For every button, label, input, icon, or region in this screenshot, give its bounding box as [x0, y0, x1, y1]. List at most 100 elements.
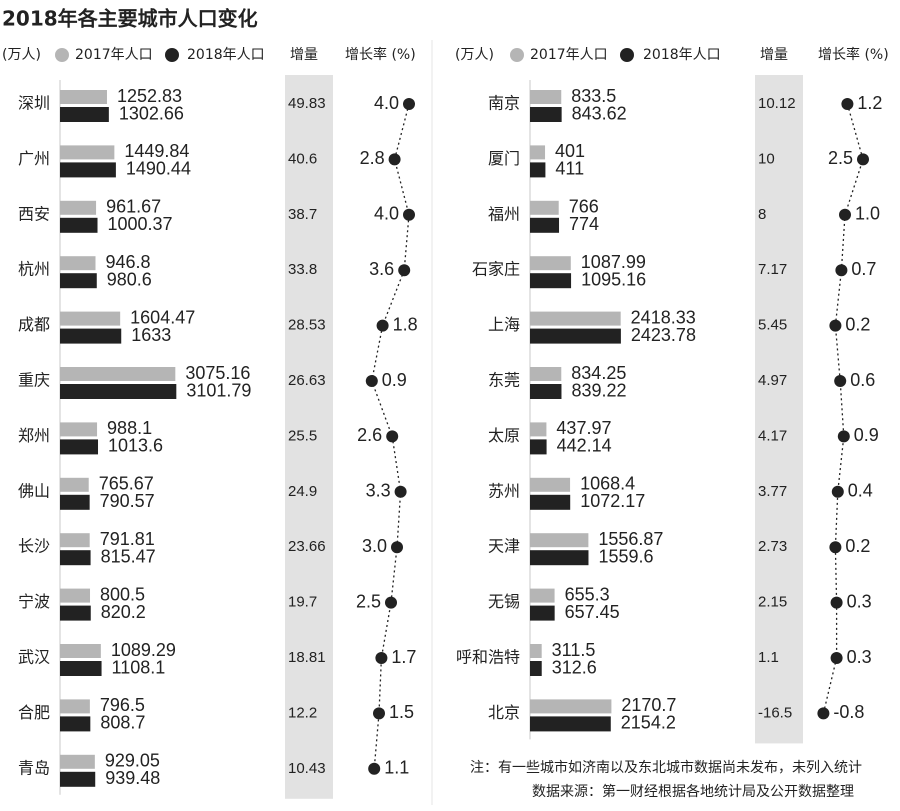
bar-value-label: 442.14: [557, 436, 612, 456]
growth-line: [822, 103, 864, 714]
bar-value-label: 3075.16: [185, 363, 250, 383]
growth-value-label: 0.3: [847, 647, 872, 667]
increase-value: 1.1: [758, 649, 779, 666]
category-label: 呼和浩特: [456, 648, 520, 667]
bar-value-label: 833.5: [571, 86, 616, 106]
growth-dot: [376, 319, 389, 332]
increase-value: 19.7: [288, 594, 317, 611]
bar-value-label: 1633: [131, 325, 171, 345]
growth-value-label: 0.9: [382, 370, 407, 390]
bar: [60, 439, 99, 455]
category-label: 福州: [488, 204, 520, 223]
bar-value-label: 1449.84: [124, 141, 189, 161]
bar-value-label: 939.48: [105, 768, 160, 788]
growth-dot: [386, 430, 399, 443]
bar: [60, 273, 97, 289]
bar: [530, 256, 571, 271]
bar: [60, 533, 90, 548]
increase-value: 33.8: [288, 261, 317, 278]
bar-value-label: 820.2: [101, 602, 146, 622]
bar-value-label: 774: [569, 214, 599, 234]
growth-value-label: 1.5: [389, 702, 414, 722]
bar: [530, 661, 542, 676]
growth-dot: [388, 153, 401, 166]
bar-value-label: 808.7: [100, 713, 145, 733]
category-label: 太原: [488, 426, 520, 445]
column-header: 增长率 (%): [345, 46, 416, 63]
increase-value: 4.17: [758, 427, 787, 444]
bar: [60, 145, 115, 160]
bar: [60, 754, 95, 769]
growth-value-label: 4.0: [374, 93, 399, 113]
bar-value-label: 790.57: [100, 491, 155, 511]
legend-label: 2017年人口: [75, 47, 153, 63]
category-label: 长沙: [18, 537, 50, 556]
bar: [530, 200, 559, 215]
increase-value: 4.97: [758, 372, 787, 389]
bar-value-label: 1556.87: [598, 529, 663, 549]
legend-marker: [620, 48, 634, 62]
bar-value-label: 1490.44: [126, 159, 191, 179]
growth-dot: [839, 208, 851, 221]
category-label: 郑州: [18, 426, 50, 445]
category-label: 佛山: [18, 481, 50, 500]
increase-value: 10.43: [288, 760, 326, 777]
growth-dot: [830, 652, 843, 664]
increase-value: 40.6: [288, 150, 317, 167]
growth-value-label: 2.8: [360, 148, 385, 168]
bar: [530, 162, 546, 178]
column-header: 增量: [290, 47, 318, 63]
category-label: 青岛: [18, 758, 50, 777]
growth-dot: [857, 153, 869, 166]
category-label: 广州: [18, 149, 50, 168]
bar-value-label: 655.3: [565, 584, 610, 604]
legend-label: 2018年人口: [187, 47, 265, 63]
increase-value: 2.15: [758, 594, 787, 611]
increase-value: 10.12: [758, 95, 796, 112]
bar: [530, 477, 571, 492]
growth-value-label: 1.7: [391, 647, 416, 667]
growth-dot: [368, 762, 381, 775]
growth-value-label: 0.4: [848, 481, 873, 501]
bar: [60, 605, 91, 621]
bar-value-label: 1013.6: [108, 436, 163, 456]
increase-value: 18.81: [288, 649, 326, 666]
growth-value-label: 1.2: [857, 93, 882, 113]
bar: [530, 699, 612, 714]
bar: [60, 494, 90, 510]
growth-value-label: 3.0: [362, 536, 387, 556]
bar-value-label: 2170.7: [621, 695, 676, 715]
increase-value: 10: [758, 150, 775, 167]
legend-marker: [55, 48, 69, 62]
growth-dot: [835, 264, 848, 277]
growth-dot: [375, 652, 388, 664]
category-label: 上海: [488, 315, 520, 334]
category-label: 宁波: [18, 592, 50, 611]
bar: [530, 494, 571, 510]
bar: [60, 311, 121, 326]
bar: [60, 477, 89, 492]
growth-dot: [391, 541, 403, 554]
growth-value-label: 3.3: [366, 481, 391, 501]
bar: [530, 439, 547, 455]
growth-value-label: 0.2: [845, 314, 870, 334]
bar-value-label: 2418.33: [631, 307, 696, 327]
increase-value: -16.5: [758, 704, 792, 721]
bar-value-label: 815.47: [101, 546, 156, 566]
bar-value-label: 2423.78: [631, 325, 696, 345]
category-label: 石家庄: [472, 260, 520, 279]
bar: [60, 367, 176, 381]
bar-value-label: 1089.29: [111, 640, 176, 660]
increase-value: 3.77: [758, 483, 787, 500]
bar: [60, 162, 116, 178]
category-label: 苏州: [488, 481, 520, 500]
bar: [60, 384, 177, 399]
bar: [60, 422, 98, 437]
bar: [530, 716, 611, 732]
increase-value: 26.63: [288, 372, 326, 389]
bar: [530, 328, 621, 344]
legend-label: 2018年人口: [643, 47, 721, 63]
increase-value: 12.2: [288, 704, 317, 721]
bar-value-label: 1000.37: [108, 214, 173, 234]
